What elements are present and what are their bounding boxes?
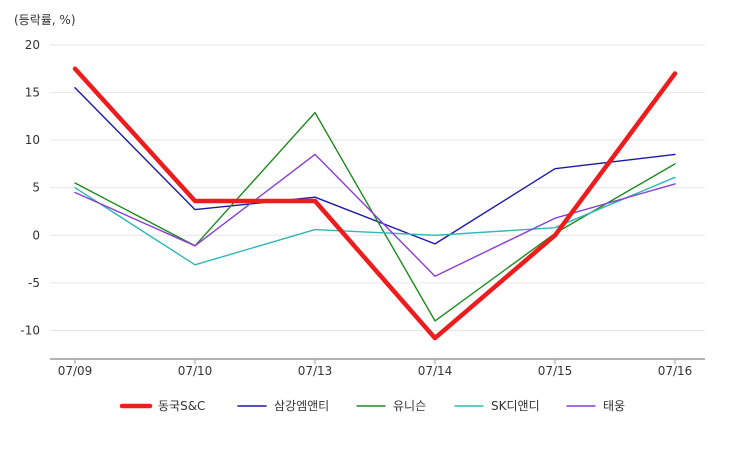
legend-item: 유니슨 [356, 399, 426, 413]
legend-label: 유니슨 [393, 399, 426, 413]
x-tick-label: 07/14 [418, 364, 453, 378]
x-tick-label: 07/13 [298, 364, 333, 378]
gridlines [50, 44, 705, 331]
y-tick-label: -10 [20, 323, 40, 337]
axes: 20 15 10 5 0 -5 -10 07/09 07/10 07/13 07/14 07/15 07… [20, 38, 705, 378]
legend-label: SK디앤디 [491, 399, 540, 413]
y-tick-label: 10 [25, 133, 40, 147]
legend-label: 동국S&C [158, 399, 205, 413]
y-tick-label: 5 [32, 181, 40, 195]
series-line-태웅 [74, 153, 676, 277]
legend-item: 태웅 [566, 399, 625, 413]
x-tick-label: 07/10 [178, 364, 213, 378]
x-tick-label: 07/16 [658, 364, 693, 378]
unit-label: (등락률, %) [14, 13, 76, 27]
y-tick-label: 20 [25, 38, 40, 52]
legend-item: 삼강엠앤티 [237, 399, 329, 413]
legend-item: 동국S&C [119, 399, 205, 413]
legend: 동국S&C 삼강엠앤티 유니슨 SK디앤디 태웅 [119, 399, 625, 413]
series-line-삼강엠앤티 [74, 87, 676, 245]
series-line-SK디앤디 [74, 176, 676, 266]
y-tick-label: 0 [32, 228, 40, 242]
legend-label: 삼강엠앤티 [274, 399, 329, 413]
x-tick-label: 07/09 [58, 364, 93, 378]
y-tick-label: 15 [25, 86, 40, 100]
y-tick-label: -5 [28, 276, 40, 290]
legend-label: 태웅 [603, 399, 625, 413]
legend-item: SK디앤디 [454, 399, 540, 413]
x-tick-label: 07/15 [538, 364, 573, 378]
series-lines [72, 66, 678, 341]
series-line-동국S&C [72, 66, 678, 341]
series-line-유니슨 [74, 111, 676, 322]
